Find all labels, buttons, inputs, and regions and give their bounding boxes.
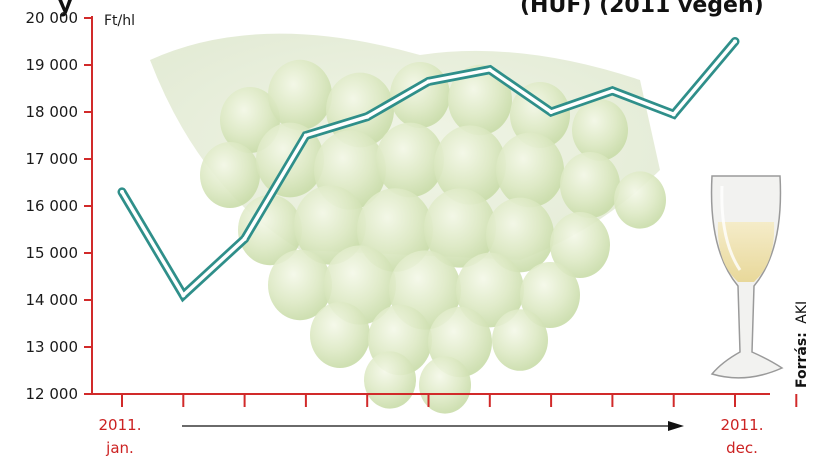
grape-shape (614, 171, 666, 229)
wine-glass-icon (710, 175, 784, 379)
y-tick-label: 18 000 (26, 103, 79, 121)
grape-shape (424, 188, 496, 268)
data-point (610, 88, 615, 93)
x-tick-group (121, 394, 798, 407)
grape-shape (238, 194, 302, 266)
grape-shape (364, 351, 416, 409)
y-tick-label: 13 000 (26, 338, 79, 356)
data-point (549, 110, 554, 114)
y-tick-label: 16 000 (26, 197, 79, 215)
y-tick-label: 15 000 (26, 244, 79, 262)
grape-shape (550, 212, 610, 278)
data-point (303, 133, 308, 138)
x-end-year-label: 2011. (721, 416, 764, 434)
grape-shape (268, 249, 332, 321)
y-tick-label: 12 000 (26, 385, 79, 403)
series-layer (117, 37, 740, 303)
title-fragment-left: y (58, 0, 72, 18)
time-arrow (182, 421, 684, 431)
x-start-year-label: 2011. (99, 416, 142, 434)
y-tick-label: 14 000 (26, 291, 79, 309)
grape-shape (572, 99, 628, 161)
y-tick-label: 20 000 (26, 9, 79, 27)
grape-shape (520, 262, 580, 328)
source-note: Forrás: AKI (794, 301, 810, 388)
grape-shape (310, 302, 370, 368)
grape-shape (294, 185, 366, 265)
y-tick-group: 12 000 13 000 14 000 15 000 16 000 17 000 18 0… (26, 9, 92, 403)
grape-shape (434, 125, 506, 205)
grape-shape (376, 122, 444, 198)
grape-shape (268, 59, 332, 131)
grape-shape (200, 142, 260, 208)
grape-shape (486, 197, 554, 273)
title-fragment-right: (HUF) (2011 végén) (520, 0, 764, 18)
unit-label: Ft/hl (104, 13, 135, 29)
data-point (365, 114, 370, 119)
data-point (487, 67, 492, 72)
data-point (426, 79, 431, 84)
grape-illustration (150, 33, 666, 414)
data-point (120, 189, 124, 194)
data-point (242, 236, 247, 241)
grape-shape (419, 356, 471, 414)
y-tick-label: 17 000 (26, 150, 79, 168)
grape-shape (448, 64, 512, 136)
data-point (671, 112, 676, 117)
source-value: AKI (794, 301, 810, 324)
source-label: Forrás: (794, 332, 810, 388)
grape-shape (456, 252, 524, 328)
grape-shape (492, 309, 548, 371)
x-end-month-label: dec. (726, 439, 758, 457)
y-tick-label: 19 000 (26, 56, 79, 74)
data-point (733, 39, 737, 44)
grape-shape (496, 132, 564, 208)
grape-shape (560, 152, 620, 218)
x-start-month-label: jan. (105, 439, 134, 457)
data-point (181, 293, 186, 298)
